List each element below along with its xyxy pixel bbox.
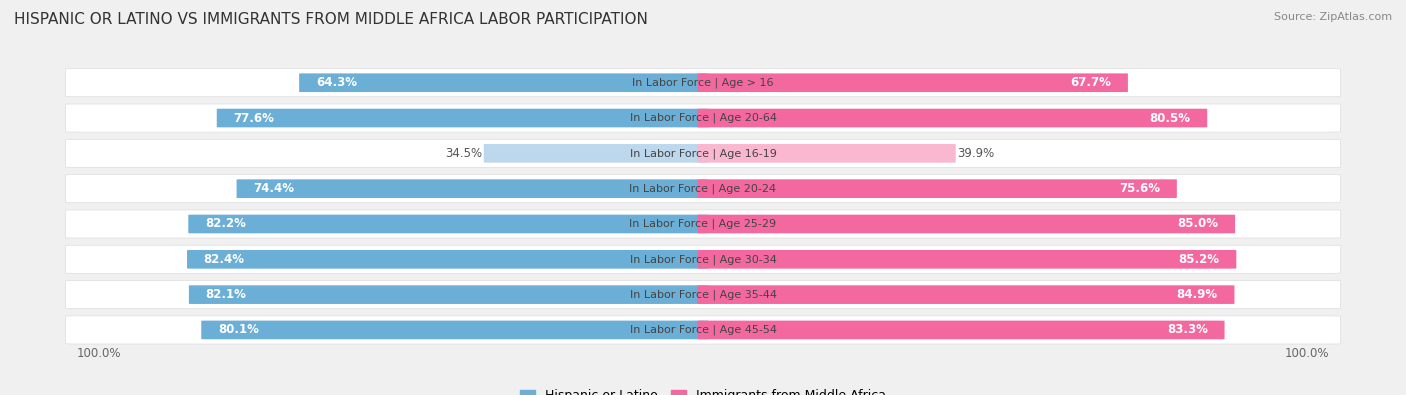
FancyBboxPatch shape <box>217 109 709 127</box>
FancyBboxPatch shape <box>697 73 1128 92</box>
Text: 83.3%: 83.3% <box>1167 324 1208 337</box>
Text: 75.6%: 75.6% <box>1119 182 1160 195</box>
FancyBboxPatch shape <box>66 69 1340 97</box>
FancyBboxPatch shape <box>697 285 1234 304</box>
Text: 77.6%: 77.6% <box>233 111 274 124</box>
FancyBboxPatch shape <box>201 321 709 339</box>
Text: In Labor Force | Age 35-44: In Labor Force | Age 35-44 <box>630 290 776 300</box>
Legend: Hispanic or Latino, Immigrants from Middle Africa: Hispanic or Latino, Immigrants from Midd… <box>516 384 890 395</box>
Text: In Labor Force | Age 45-54: In Labor Force | Age 45-54 <box>630 325 776 335</box>
Text: In Labor Force | Age 25-29: In Labor Force | Age 25-29 <box>630 219 776 229</box>
FancyBboxPatch shape <box>66 280 1340 308</box>
FancyBboxPatch shape <box>697 144 956 163</box>
FancyBboxPatch shape <box>697 109 1208 127</box>
FancyBboxPatch shape <box>236 179 709 198</box>
Text: 39.9%: 39.9% <box>957 147 994 160</box>
FancyBboxPatch shape <box>697 250 1236 269</box>
Text: 80.5%: 80.5% <box>1150 111 1191 124</box>
Text: 74.4%: 74.4% <box>253 182 294 195</box>
FancyBboxPatch shape <box>697 321 1225 339</box>
Text: 100.0%: 100.0% <box>77 347 121 360</box>
Text: In Labor Force | Age > 16: In Labor Force | Age > 16 <box>633 77 773 88</box>
FancyBboxPatch shape <box>299 73 709 92</box>
Text: 84.9%: 84.9% <box>1177 288 1218 301</box>
Text: 80.1%: 80.1% <box>218 324 259 337</box>
Text: In Labor Force | Age 20-24: In Labor Force | Age 20-24 <box>630 183 776 194</box>
FancyBboxPatch shape <box>484 144 709 163</box>
FancyBboxPatch shape <box>188 214 709 233</box>
FancyBboxPatch shape <box>187 250 709 269</box>
Text: 34.5%: 34.5% <box>446 147 482 160</box>
Text: 64.3%: 64.3% <box>316 76 357 89</box>
FancyBboxPatch shape <box>188 285 709 304</box>
Text: In Labor Force | Age 20-64: In Labor Force | Age 20-64 <box>630 113 776 123</box>
Text: 85.2%: 85.2% <box>1178 253 1219 266</box>
FancyBboxPatch shape <box>66 210 1340 238</box>
Text: In Labor Force | Age 30-34: In Labor Force | Age 30-34 <box>630 254 776 265</box>
FancyBboxPatch shape <box>66 139 1340 167</box>
Text: 67.7%: 67.7% <box>1070 76 1111 89</box>
Text: 85.0%: 85.0% <box>1177 218 1219 231</box>
Text: 82.1%: 82.1% <box>205 288 246 301</box>
FancyBboxPatch shape <box>66 175 1340 203</box>
FancyBboxPatch shape <box>697 179 1177 198</box>
Text: 82.4%: 82.4% <box>204 253 245 266</box>
Text: Source: ZipAtlas.com: Source: ZipAtlas.com <box>1274 12 1392 22</box>
FancyBboxPatch shape <box>66 245 1340 273</box>
Text: 100.0%: 100.0% <box>1285 347 1330 360</box>
FancyBboxPatch shape <box>66 104 1340 132</box>
Text: 82.2%: 82.2% <box>205 218 246 231</box>
FancyBboxPatch shape <box>66 316 1340 344</box>
FancyBboxPatch shape <box>697 214 1234 233</box>
Text: In Labor Force | Age 16-19: In Labor Force | Age 16-19 <box>630 148 776 159</box>
Text: HISPANIC OR LATINO VS IMMIGRANTS FROM MIDDLE AFRICA LABOR PARTICIPATION: HISPANIC OR LATINO VS IMMIGRANTS FROM MI… <box>14 12 648 27</box>
